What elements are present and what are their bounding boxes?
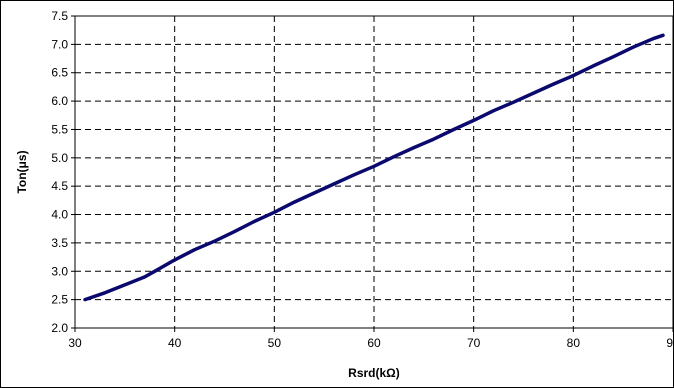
x-tick-label: 50 <box>268 336 282 350</box>
x-tick-label: 60 <box>367 336 381 350</box>
series-group <box>83 33 665 302</box>
y-tick-label: 5.0 <box>51 151 68 165</box>
x-tick-label: 30 <box>68 336 82 350</box>
y-tick-label: 2.0 <box>51 321 68 335</box>
axis-ticks: 30 40 50 60 70 80 90 2.0 2.5 3.0 3.5 4.0 4.5 5.0 5.5 6.… <box>51 9 674 350</box>
y-tick-label: 4.5 <box>51 179 68 193</box>
y-tick-label: 3.5 <box>51 236 68 250</box>
y-tick-label: 7.0 <box>51 37 68 51</box>
series-line <box>83 33 665 302</box>
x-tick-label: 70 <box>467 336 481 350</box>
x-tick-label: 90 <box>666 336 674 350</box>
x-axis-title: Rsrd(kΩ) <box>348 366 400 380</box>
grid-lines <box>75 16 673 328</box>
y-tick-label: 6.5 <box>51 66 68 80</box>
y-tick-label: 5.5 <box>51 122 68 136</box>
y-tick-label: 7.5 <box>51 9 68 23</box>
y-tick-label: 3.0 <box>51 264 68 278</box>
y-tick-label: 2.5 <box>51 293 68 307</box>
y-tick-label: 6.0 <box>51 94 68 108</box>
y-axis-title: Ton(μs) <box>15 150 29 193</box>
y-tick-label: 4.0 <box>51 208 68 222</box>
x-tick-label: 80 <box>567 336 581 350</box>
x-tick-label: 40 <box>168 336 182 350</box>
